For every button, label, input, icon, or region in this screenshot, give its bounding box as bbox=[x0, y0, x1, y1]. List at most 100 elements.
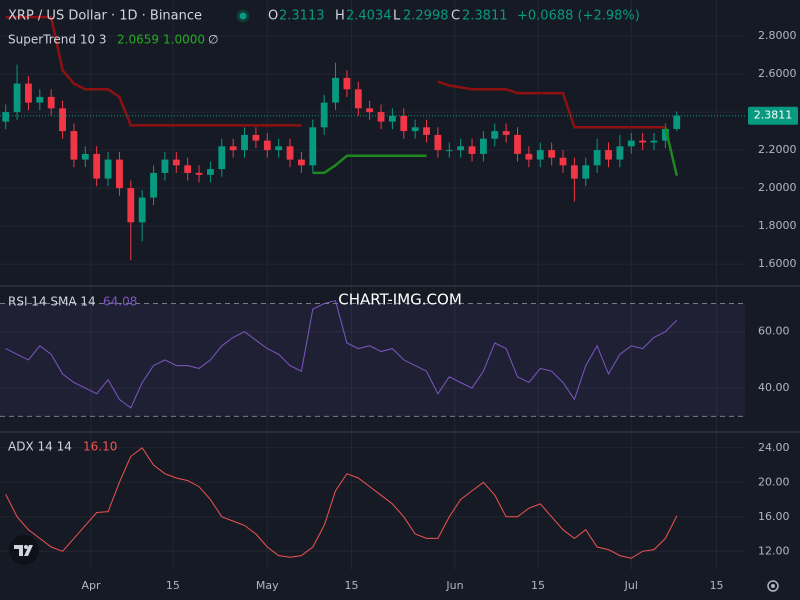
rsi-value: 64.08 bbox=[103, 295, 137, 309]
candle-body bbox=[138, 197, 146, 223]
candle-body bbox=[593, 150, 601, 166]
ohlc-value: 2.2998 bbox=[403, 9, 449, 24]
candle-body bbox=[47, 96, 55, 109]
candle-body bbox=[343, 77, 351, 90]
candle-body bbox=[434, 134, 442, 151]
x-tick-label: May bbox=[256, 579, 279, 592]
candle-body bbox=[252, 134, 260, 141]
status-dot bbox=[236, 9, 250, 23]
chart-title: XRP / US Dollar · 1D · Binance bbox=[8, 9, 202, 24]
candle-body bbox=[639, 140, 647, 143]
candle-body bbox=[650, 140, 658, 143]
candle-body bbox=[127, 188, 135, 223]
x-tick-label: Jul bbox=[624, 579, 638, 592]
y-tick-label: 24.00 bbox=[758, 441, 790, 454]
candle-body bbox=[661, 128, 669, 141]
candle-body bbox=[320, 102, 328, 128]
candle-body bbox=[207, 169, 214, 175]
price-label: 2.3811 bbox=[754, 109, 793, 122]
candle-body bbox=[525, 153, 533, 160]
candle-body bbox=[616, 146, 624, 160]
candle-body bbox=[548, 150, 556, 158]
y-tick-label: 1.6000 bbox=[758, 257, 797, 270]
candle-body bbox=[332, 77, 339, 103]
candle-body bbox=[116, 159, 123, 189]
rsi-title: RSI 14 SMA 14 bbox=[8, 295, 96, 309]
candle-body bbox=[388, 115, 396, 122]
candle-body bbox=[195, 172, 203, 175]
y-tick-label: 1.8000 bbox=[758, 219, 797, 232]
candle-body bbox=[309, 127, 317, 166]
candle-body bbox=[93, 153, 101, 179]
candle-body bbox=[172, 159, 180, 166]
logo bbox=[9, 535, 39, 565]
candle-body bbox=[627, 140, 635, 147]
candle-body bbox=[559, 157, 567, 166]
candle-body bbox=[411, 127, 419, 132]
plot bbox=[0, 15, 745, 559]
supertrend-line bbox=[312, 127, 679, 176]
candle-body bbox=[218, 146, 226, 170]
ohlc-value: 2.3113 bbox=[279, 9, 325, 24]
indicator-line bbox=[5, 447, 678, 559]
candle-body bbox=[673, 115, 681, 129]
grid bbox=[0, 0, 745, 570]
ohlc-letter: C bbox=[451, 9, 460, 24]
y-tick-label: 12.00 bbox=[758, 544, 790, 557]
indicator-title: SuperTrend 10 3 bbox=[8, 33, 107, 47]
y-tick-label: 60.00 bbox=[758, 325, 790, 338]
candle-body bbox=[286, 146, 294, 160]
indicator-value: ∅ bbox=[208, 33, 218, 47]
candle-body bbox=[582, 165, 590, 179]
candle-body bbox=[150, 172, 157, 198]
x-tick-label: 15 bbox=[166, 579, 180, 592]
candle-body bbox=[400, 115, 408, 132]
candle-body bbox=[423, 127, 430, 135]
ohlc-letter: L bbox=[393, 9, 401, 24]
candle-body bbox=[25, 83, 32, 103]
candle-body bbox=[605, 150, 612, 160]
ohlc-value: 2.3811 bbox=[462, 9, 508, 24]
candle-body bbox=[59, 108, 66, 132]
candle-body bbox=[479, 138, 487, 154]
price-label-box bbox=[748, 106, 798, 125]
y-tick-label: 20.00 bbox=[758, 475, 790, 488]
candle-body bbox=[81, 153, 89, 160]
band-fill bbox=[0, 303, 745, 417]
x-tick-label: 15 bbox=[344, 579, 358, 592]
candle-body bbox=[36, 96, 44, 103]
adx-value: 16.10 bbox=[83, 440, 117, 454]
watermark: CHART-IMG.COM bbox=[338, 291, 462, 309]
y-tick-label: 2.6000 bbox=[758, 67, 797, 80]
candle-body bbox=[13, 83, 21, 113]
candle-body bbox=[2, 112, 10, 122]
candle-body bbox=[457, 146, 465, 151]
y-tick-label: 2.2000 bbox=[758, 143, 797, 156]
indicator-line bbox=[5, 300, 678, 409]
ohlc-letter: H bbox=[335, 9, 345, 24]
candle-body bbox=[184, 165, 192, 173]
x-tick-label: Apr bbox=[81, 579, 101, 592]
candle-body bbox=[491, 131, 499, 139]
candle-body bbox=[502, 131, 510, 135]
candle-body bbox=[70, 131, 78, 160]
indicator-value: 2.0659 bbox=[117, 33, 159, 47]
candle-body bbox=[263, 140, 271, 151]
y-tick-label: 40.00 bbox=[758, 381, 790, 394]
candle-body bbox=[161, 159, 169, 173]
candle-body bbox=[377, 112, 385, 122]
supertrend-line bbox=[5, 15, 666, 129]
candle-body bbox=[298, 159, 305, 166]
y-tick-label: 2.0000 bbox=[758, 181, 797, 194]
candle-body bbox=[570, 165, 578, 179]
settings-icon[interactable] bbox=[767, 580, 779, 592]
candle-body bbox=[536, 150, 544, 160]
adx-title: ADX 14 14 bbox=[8, 440, 72, 454]
candle-body bbox=[275, 146, 283, 151]
x-tick-label: 15 bbox=[710, 579, 724, 592]
candle-body bbox=[241, 134, 248, 151]
candle-body bbox=[104, 159, 112, 179]
